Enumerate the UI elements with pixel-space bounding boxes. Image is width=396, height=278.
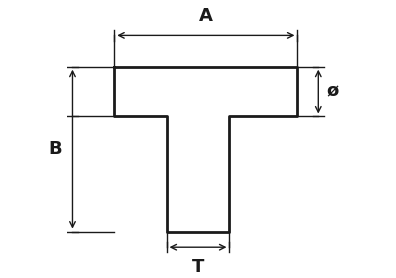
Text: A: A xyxy=(199,7,213,25)
Text: ø: ø xyxy=(326,83,339,101)
Text: T: T xyxy=(192,258,204,276)
Text: B: B xyxy=(48,140,62,158)
